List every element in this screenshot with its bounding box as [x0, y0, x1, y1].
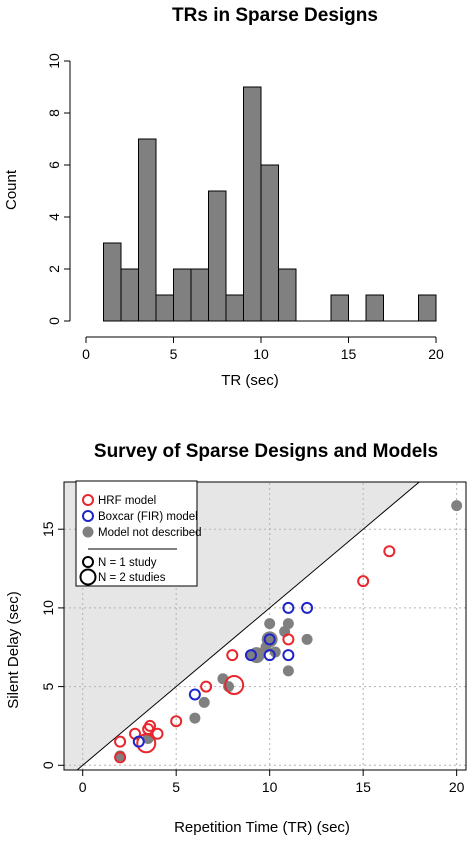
identity-line — [76, 481, 420, 771]
histogram-bar — [120, 268, 139, 322]
point-hrf-model — [144, 719, 157, 732]
legend-box — [75, 480, 198, 587]
histogram-y-axis-label: Count — [3, 169, 20, 210]
point-hrf-model — [114, 751, 127, 764]
scatter-points — [114, 500, 463, 764]
scatter-y-tick-label: 5 — [40, 682, 56, 690]
histogram-bar — [225, 294, 244, 322]
scatter-y-tick-label: 10 — [40, 600, 56, 616]
point-hrf-model — [114, 735, 127, 748]
scatter-y-tick-label: 0 — [40, 761, 56, 769]
point-model-not-described — [282, 665, 294, 677]
point-hrf-model — [357, 575, 370, 588]
histogram-x-tick-label: 20 — [428, 346, 444, 362]
histogram-y-tick-label: 4 — [46, 213, 62, 221]
point-hrf-model — [170, 715, 183, 728]
histogram-y-axis: 0 2 4 6 8 10 — [46, 53, 71, 325]
histogram-bar — [243, 86, 262, 322]
point-hrf-model — [200, 680, 213, 693]
point-hrf-model — [282, 633, 295, 646]
histogram-title: TRs in Sparse Designs — [172, 5, 378, 26]
scatter-legend: HRF model Boxcar (FIR) model Model not d… — [75, 480, 202, 587]
histogram-bar — [103, 242, 122, 322]
point-model-not-described — [264, 618, 276, 630]
point-boxcar-model — [263, 633, 276, 646]
histogram-x-axis: 0 5 10 15 20 — [82, 336, 444, 362]
legend-not-described-marker — [82, 526, 94, 538]
point-model-not-described — [282, 618, 294, 630]
histogram-bar — [418, 294, 437, 322]
histogram-bar — [278, 268, 297, 322]
point-model-not-described — [269, 646, 281, 658]
scatter-x-tick-label: 10 — [262, 779, 278, 795]
histogram-bars — [103, 86, 437, 322]
scatter-plot-frame — [63, 481, 467, 771]
histogram-bar — [365, 294, 384, 322]
point-hrf-model — [151, 727, 164, 740]
histogram-x-tick-label: 5 — [170, 346, 178, 362]
histogram-y-tick-label: 10 — [46, 53, 62, 69]
scatter-panel: Survey of Sparse Designs and Models 0 5 10… — [5, 441, 467, 836]
point-boxcar-model — [188, 688, 201, 701]
point-boxcar-model — [132, 735, 145, 748]
scatter-y-axis: 0 5 10 15 — [40, 521, 64, 769]
point-model-not-described — [451, 500, 463, 512]
legend-boxcar-label: Boxcar (FIR) model — [98, 511, 198, 523]
histogram-panel: TRs in Sparse Designs TR (sec) Count 0 5 1… — [3, 5, 444, 389]
histogram-y-tick-label: 0 — [46, 317, 62, 325]
histogram-x-tick-label: 0 — [82, 346, 90, 362]
histogram-bar — [208, 190, 227, 322]
point-model-not-described — [301, 633, 313, 645]
scatter-x-tick-label: 15 — [355, 779, 371, 795]
scatter-y-axis-label: Silent Delay (sec) — [5, 591, 22, 709]
histogram-bar — [260, 164, 279, 322]
histogram-y-tick-label: 6 — [46, 161, 62, 169]
scatter-title: Survey of Sparse Designs and Models — [94, 441, 438, 462]
histogram-x-tick-label: 15 — [341, 346, 357, 362]
histogram-x-axis-label: TR (sec) — [221, 372, 279, 389]
histogram-bar — [173, 268, 192, 322]
histogram-bar — [138, 138, 157, 322]
point-boxcar-model — [282, 649, 295, 662]
scatter-y-tick-label: 15 — [40, 521, 56, 537]
scatter-x-tick-label: 0 — [79, 779, 87, 795]
legend-hrf-label: HRF model — [98, 495, 156, 507]
legend-boxcar-marker — [82, 510, 94, 522]
histogram-y-tick-label: 2 — [46, 265, 62, 273]
histogram-bar — [155, 294, 174, 322]
point-boxcar-model — [263, 649, 276, 662]
scatter-x-tick-label: 20 — [449, 779, 465, 795]
histogram-x-tick-label: 10 — [253, 346, 269, 362]
scatter-x-axis: 0 5 10 15 20 — [79, 770, 465, 795]
legend-n2-marker — [79, 568, 97, 586]
legend-hrf-marker — [82, 494, 94, 506]
point-boxcar-model — [282, 601, 295, 614]
point-hrf-model — [224, 675, 245, 696]
scatter-x-axis-label: Repetition Time (TR) (sec) — [174, 819, 350, 836]
legend-not-described-label: Model not described — [98, 527, 202, 539]
histogram-bar — [330, 294, 349, 322]
scatter-x-tick-label: 5 — [172, 779, 180, 795]
point-boxcar-model — [244, 649, 257, 662]
point-hrf-model — [383, 545, 396, 558]
legend-n1-marker — [82, 556, 94, 568]
point-model-not-described — [189, 712, 201, 724]
legend-n2-label: N = 2 studies — [98, 572, 166, 584]
histogram-bar — [190, 268, 209, 322]
point-boxcar-model — [301, 601, 314, 614]
histogram-y-tick-label: 8 — [46, 109, 62, 117]
point-hrf-model — [226, 649, 239, 662]
legend-n1-label: N = 1 study — [98, 557, 157, 569]
point-model-not-described — [198, 696, 210, 708]
